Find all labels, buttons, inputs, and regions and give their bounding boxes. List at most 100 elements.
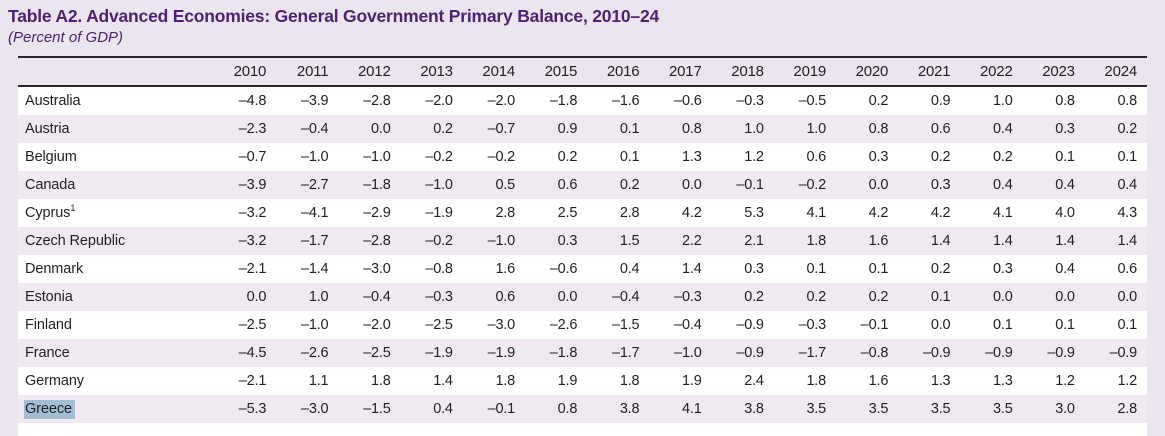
value-cell: 0.3 <box>993 261 1013 277</box>
value-cell: –1.5 <box>611 317 640 333</box>
value-cell: 0.1 <box>993 317 1013 333</box>
value-cell: –2.0 <box>487 93 516 109</box>
value-cell: –2.0 <box>425 93 453 109</box>
value-cell: 0.1 <box>868 261 889 277</box>
country-label[interactable]: Denmark <box>18 261 214 277</box>
value-cell: –4.1 <box>300 205 329 221</box>
value-cell: –0.4 <box>300 121 329 137</box>
value-cell: 1.6 <box>868 233 889 249</box>
value-cell: 0.2 <box>806 289 826 305</box>
value-cell: 1.8 <box>371 373 391 389</box>
value-cell: 1.8 <box>806 373 826 389</box>
value-cell: –4.8 <box>238 93 267 109</box>
country-label[interactable]: France <box>18 345 214 361</box>
value-cell: –1.6 <box>611 93 640 109</box>
year-column-header: 2013 <box>420 63 453 80</box>
country-label[interactable]: Canada <box>18 177 214 193</box>
value-cell: –0.7 <box>238 149 267 165</box>
value-cell: 0.4 <box>1055 177 1075 193</box>
value-cell: –0.6 <box>549 261 578 277</box>
table-header-row: 2010 2011 2012 2013 2014 2015 2016 2017 2018 2019… <box>18 56 1147 87</box>
value-cell: –1.0 <box>425 177 453 193</box>
value-cell: 0.6 <box>495 289 515 305</box>
value-cell: 3.8 <box>619 401 640 417</box>
value-cell: –0.8 <box>860 345 889 361</box>
value-cell: 0.3 <box>868 149 889 165</box>
value-cell: 1.2 <box>1055 373 1075 389</box>
value-cell: 0.2 <box>433 121 453 137</box>
value-cell: –0.3 <box>425 289 453 305</box>
value-cell: 0.5 <box>495 177 515 193</box>
country-label[interactable]: Austria <box>18 121 214 137</box>
value-cell: 4.1 <box>682 401 702 417</box>
value-cell: –0.5 <box>798 93 827 109</box>
value-cell: 2.4 <box>744 373 764 389</box>
value-cell: 1.4 <box>930 233 951 249</box>
value-cell: –2.6 <box>300 345 329 361</box>
country-label[interactable]: Australia <box>18 93 214 109</box>
value-cell: –3.2 <box>238 233 267 249</box>
value-cell: 4.1 <box>993 205 1013 221</box>
country-name-selected: Greece <box>24 400 75 419</box>
value-cell: 0.0 <box>930 317 951 333</box>
table-row: Austria –2.3 –0.4 0.0 0.2 –0.7 0.9 0.1 0.8 1.0 1.0… <box>18 115 1147 143</box>
value-cell: –0.1 <box>736 177 764 193</box>
value-cell: 1.6 <box>495 261 515 277</box>
value-cell: 1.4 <box>993 233 1013 249</box>
value-cell: 0.8 <box>557 401 578 417</box>
value-cell: 0.2 <box>619 177 640 193</box>
value-cell: 2.8 <box>1117 401 1137 417</box>
country-label[interactable]: Greece <box>18 400 214 419</box>
value-cell: 1.1 <box>308 373 329 389</box>
value-cell: –2.9 <box>363 205 391 221</box>
value-cell: –1.0 <box>300 317 329 333</box>
value-cell: 1.4 <box>433 373 453 389</box>
value-cell: –2.7 <box>300 177 329 193</box>
value-cell: 0.1 <box>1117 149 1137 165</box>
value-cell: –3.0 <box>300 401 329 417</box>
value-cell: 0.1 <box>1055 317 1075 333</box>
value-cell: 1.3 <box>993 373 1013 389</box>
country-name: Canada <box>25 177 76 193</box>
country-label[interactable]: Estonia <box>18 289 214 305</box>
country-label[interactable]: Germany <box>18 373 214 389</box>
value-cell: 4.1 <box>806 205 826 221</box>
value-cell: 0.2 <box>868 289 889 305</box>
value-cell: 0.8 <box>1117 93 1137 109</box>
value-cell: 0.0 <box>1117 289 1137 305</box>
value-cell: 0.4 <box>433 401 453 417</box>
value-cell: –0.6 <box>674 93 702 109</box>
value-cell: 0.1 <box>930 289 951 305</box>
year-column-header: 2015 <box>544 63 578 80</box>
value-cell: 4.2 <box>682 205 702 221</box>
value-cell: 0.0 <box>371 121 391 137</box>
value-cell: –2.5 <box>425 317 453 333</box>
value-cell: –0.4 <box>363 289 391 305</box>
value-cell: 1.3 <box>930 373 951 389</box>
value-cell: –1.4 <box>300 261 329 277</box>
value-cell: –1.5 <box>363 401 391 417</box>
value-cell: –0.9 <box>1047 345 1075 361</box>
value-cell: 0.4 <box>993 121 1013 137</box>
table-row: Cyprus1 –3.2 –4.1 –2.9 –1.9 2.8 2.5 2.8 4.2 5.3 4.… <box>18 199 1147 227</box>
value-cell: 2.2 <box>682 233 702 249</box>
value-cell: –1.9 <box>487 345 516 361</box>
country-label[interactable]: Cyprus1 <box>18 204 214 221</box>
country-label[interactable]: Czech Republic <box>18 233 214 249</box>
country-label[interactable]: Belgium <box>18 149 214 165</box>
value-cell: –1.9 <box>425 205 453 221</box>
table-row: Finland –2.5 –1.0 –2.0 –2.5 –3.0 –2.6 –1.5 –0.4 –… <box>18 311 1147 339</box>
value-cell: 0.3 <box>1055 121 1075 137</box>
value-cell: 0.0 <box>557 289 578 305</box>
country-name: France <box>25 345 70 361</box>
value-cell: –1.8 <box>363 177 391 193</box>
value-cell: 4.2 <box>930 205 951 221</box>
country-name: Belgium <box>25 149 77 165</box>
value-cell: 1.8 <box>619 373 640 389</box>
value-cell: 0.8 <box>1055 93 1075 109</box>
value-cell: 0.2 <box>557 149 578 165</box>
country-label[interactable]: Finland <box>18 317 214 333</box>
value-cell: 1.4 <box>1055 233 1075 249</box>
value-cell: –0.2 <box>487 149 516 165</box>
value-cell: 0.3 <box>557 233 578 249</box>
